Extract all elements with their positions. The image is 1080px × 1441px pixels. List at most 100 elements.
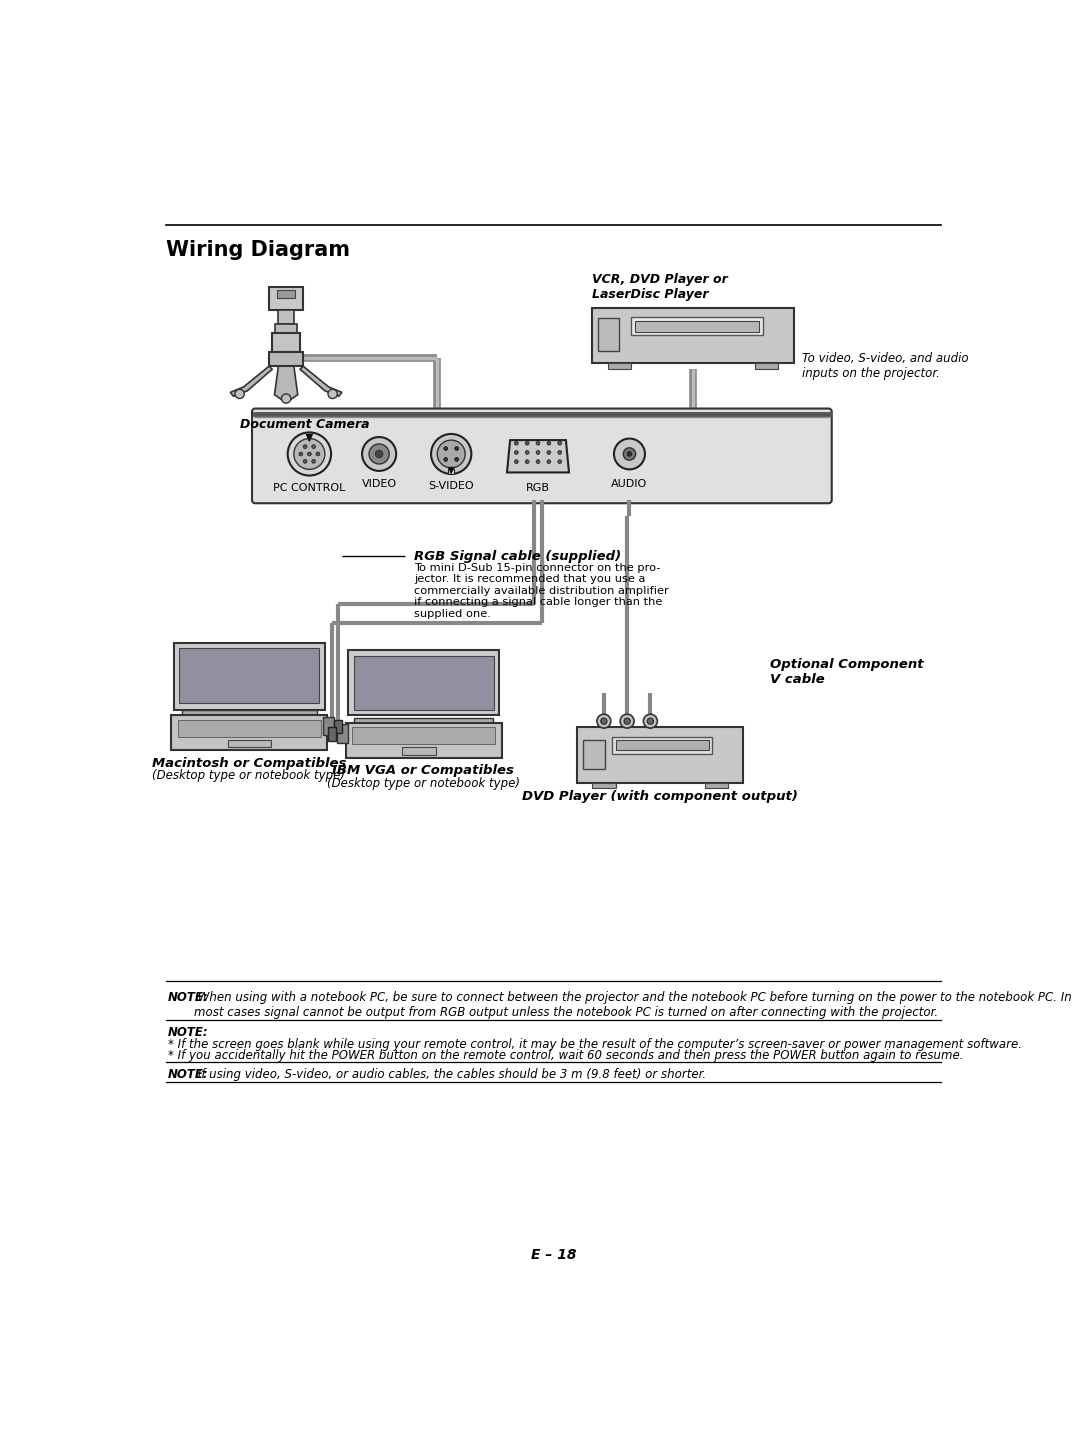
Bar <box>269 353 303 366</box>
Bar <box>592 308 794 363</box>
Bar <box>279 310 294 324</box>
Text: NOTE:: NOTE: <box>167 1068 208 1081</box>
Circle shape <box>444 447 447 451</box>
Bar <box>353 656 494 709</box>
Circle shape <box>557 460 562 464</box>
Text: RGB Signal cable (supplied): RGB Signal cable (supplied) <box>414 550 621 563</box>
Circle shape <box>303 460 307 463</box>
Circle shape <box>362 437 396 471</box>
Text: RGB: RGB <box>526 483 550 493</box>
Text: VIDEO: VIDEO <box>362 480 396 490</box>
Bar <box>631 317 762 336</box>
Bar <box>272 333 300 353</box>
Text: DVD Player (with component output): DVD Player (with component output) <box>522 791 798 804</box>
Circle shape <box>613 438 645 470</box>
Circle shape <box>536 451 540 454</box>
Circle shape <box>369 444 389 464</box>
Circle shape <box>299 452 302 455</box>
Text: Optional Component
V cable: Optional Component V cable <box>770 659 924 686</box>
Bar <box>635 321 759 331</box>
Bar <box>328 728 336 741</box>
Text: Wiring Diagram: Wiring Diagram <box>166 239 350 259</box>
Circle shape <box>557 441 562 445</box>
Text: To video, S-video, and audio
inputs on the projector.: To video, S-video, and audio inputs on t… <box>801 353 968 380</box>
Circle shape <box>282 393 291 403</box>
Bar <box>755 363 779 369</box>
Bar <box>276 290 296 298</box>
Bar <box>598 318 619 350</box>
Bar <box>354 718 494 723</box>
Text: * If you accidentally hit the POWER button on the remote control, wait 60 second: * If you accidentally hit the POWER butt… <box>167 1049 963 1062</box>
Circle shape <box>644 715 658 728</box>
Circle shape <box>431 434 471 474</box>
Circle shape <box>308 452 311 455</box>
Circle shape <box>536 460 540 464</box>
Circle shape <box>557 451 562 454</box>
Polygon shape <box>230 366 272 396</box>
Circle shape <box>312 445 315 448</box>
Text: E – 18: E – 18 <box>530 1248 577 1262</box>
Text: Document Camera: Document Camera <box>240 418 369 431</box>
Circle shape <box>312 460 315 463</box>
Circle shape <box>375 450 383 458</box>
Circle shape <box>525 441 529 445</box>
Circle shape <box>437 440 465 468</box>
Circle shape <box>444 457 447 461</box>
Circle shape <box>627 451 632 457</box>
Circle shape <box>624 718 631 725</box>
Bar <box>348 650 499 715</box>
Bar <box>583 739 605 769</box>
Circle shape <box>455 457 459 461</box>
Polygon shape <box>274 366 298 401</box>
Bar <box>172 715 327 751</box>
Bar <box>403 748 436 755</box>
Circle shape <box>525 451 529 454</box>
Circle shape <box>287 432 332 476</box>
Text: To mini D-Sub 15-pin connector on the pro-
jector. It is recommended that you us: To mini D-Sub 15-pin connector on the pr… <box>414 562 669 620</box>
Bar <box>275 324 297 333</box>
Circle shape <box>536 441 540 445</box>
Text: IBM VGA or Compatibles: IBM VGA or Compatibles <box>333 764 514 777</box>
Text: NOTE:: NOTE: <box>167 990 208 1004</box>
Bar <box>608 363 631 369</box>
Circle shape <box>455 447 459 451</box>
Bar <box>181 710 318 715</box>
Text: PC CONTROL: PC CONTROL <box>273 483 346 493</box>
Circle shape <box>328 389 337 399</box>
Circle shape <box>514 460 518 464</box>
Polygon shape <box>300 366 342 396</box>
Bar <box>323 716 334 735</box>
Bar <box>228 739 271 748</box>
Text: Macintosh or Compatibles: Macintosh or Compatibles <box>151 757 346 769</box>
Circle shape <box>546 460 551 464</box>
Bar <box>577 728 743 782</box>
Circle shape <box>303 445 307 448</box>
Bar <box>269 287 303 310</box>
Bar <box>334 719 342 733</box>
Text: (Desktop type or notebook type): (Desktop type or notebook type) <box>152 769 346 782</box>
Text: NOTE:: NOTE: <box>167 1026 208 1039</box>
Bar <box>616 741 708 749</box>
Text: AUDIO: AUDIO <box>611 480 648 490</box>
Text: VCR, DVD Player or
LaserDisc Player: VCR, DVD Player or LaserDisc Player <box>592 272 728 301</box>
Bar <box>704 782 728 788</box>
Circle shape <box>294 438 325 470</box>
Bar <box>592 782 616 788</box>
Circle shape <box>235 389 244 399</box>
Bar <box>611 736 713 754</box>
Bar <box>346 723 501 758</box>
Bar <box>174 643 325 710</box>
Circle shape <box>597 715 611 728</box>
Circle shape <box>647 718 653 725</box>
Circle shape <box>546 441 551 445</box>
Bar <box>179 648 320 703</box>
Polygon shape <box>507 440 569 473</box>
Polygon shape <box>448 470 455 474</box>
Bar <box>177 719 321 736</box>
Circle shape <box>546 451 551 454</box>
Text: When using with a notebook PC, be sure to connect between the projector and the : When using with a notebook PC, be sure t… <box>194 990 1071 1019</box>
Circle shape <box>620 715 634 728</box>
Text: * If the screen goes blank while using your remote control, it may be the result: * If the screen goes blank while using y… <box>167 1039 1022 1052</box>
Circle shape <box>316 452 320 455</box>
Circle shape <box>525 460 529 464</box>
